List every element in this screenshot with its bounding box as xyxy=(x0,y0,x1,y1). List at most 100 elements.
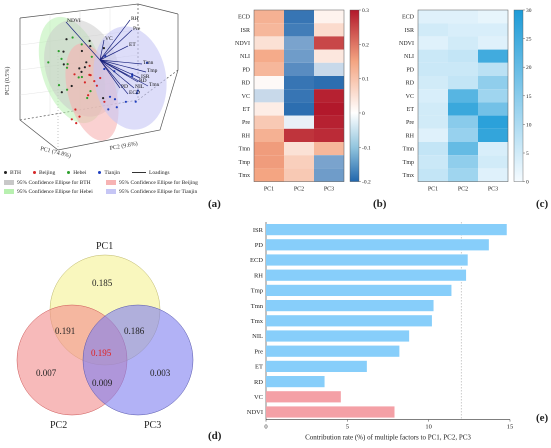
loading-label: Tmx xyxy=(149,82,160,88)
heatmap-cell xyxy=(254,62,284,76)
heatmap-cell xyxy=(448,62,478,76)
pca-point xyxy=(80,75,83,79)
pca-point xyxy=(77,76,80,79)
heatmap-cell xyxy=(418,10,448,24)
heatmap-cell xyxy=(448,128,478,142)
heatmap-cell xyxy=(254,168,284,182)
pca-point xyxy=(107,108,110,111)
pca-point xyxy=(71,36,74,39)
loading-arrow xyxy=(99,59,143,65)
bar xyxy=(266,300,434,312)
venn-set-pc2: PC2 xyxy=(50,420,67,431)
pca-point xyxy=(74,108,77,111)
bar xyxy=(266,376,325,388)
pca-point xyxy=(62,50,65,53)
loading-arrow xyxy=(99,59,121,89)
heatmap-cell xyxy=(284,128,314,142)
pca-point xyxy=(113,98,117,101)
panel-letter-c: (c) xyxy=(536,198,549,210)
ellipse-tianjin xyxy=(93,26,167,130)
bar-category-label: ISR xyxy=(253,227,264,234)
pca-point xyxy=(85,61,88,64)
loading-label: Pre xyxy=(133,26,141,32)
heatmap-cell xyxy=(478,155,508,169)
heatmap-cell xyxy=(418,76,448,90)
heatmap-col-label: PC1 xyxy=(428,187,438,193)
loading-label: ISR xyxy=(141,74,150,80)
bar-category-label: Tmp xyxy=(251,288,263,295)
colorbar-tick: -0.1 xyxy=(362,145,371,151)
heatmap-cell xyxy=(314,49,344,63)
heatmap-row-label: VC xyxy=(242,94,250,100)
loading-label: NDVI xyxy=(67,18,81,24)
pca-point xyxy=(102,97,105,100)
pca-point xyxy=(93,80,96,83)
pca-point xyxy=(78,67,81,70)
pca-point xyxy=(65,38,68,41)
pca-point xyxy=(103,100,106,103)
heatmap-row-label: ISR xyxy=(405,28,414,34)
heatmap-cell xyxy=(284,168,314,182)
loading-arrow xyxy=(99,59,149,87)
heatmap-cell xyxy=(478,168,508,182)
colorbar-tick: 30 xyxy=(526,8,532,14)
pca-point xyxy=(57,84,61,87)
heatmap-cell xyxy=(284,62,314,76)
pca-point xyxy=(80,43,83,46)
heatmap-row-label: ECD xyxy=(402,15,415,21)
heatmap-cell xyxy=(478,23,508,37)
heatmap-cell xyxy=(314,128,344,142)
colorbar-tick: -0.2 xyxy=(362,180,371,186)
pca-point xyxy=(66,88,69,91)
loading-label: Tmp xyxy=(147,68,158,74)
bar xyxy=(266,284,452,296)
heatmap-cell xyxy=(314,115,344,129)
bar xyxy=(266,406,395,418)
pca-point xyxy=(57,50,60,53)
heatmap-row-label: PD xyxy=(406,67,414,73)
venn-value-pc1-pc3: 0.186 xyxy=(124,326,145,336)
panel-letter-b: (b) xyxy=(373,198,387,210)
heatmap-row-label: Tmn xyxy=(403,147,414,153)
pca-point xyxy=(99,76,102,80)
venn-set-pc3: PC3 xyxy=(144,420,161,431)
heatmap-cell xyxy=(314,102,344,116)
pca-point xyxy=(88,39,91,43)
bar xyxy=(266,269,467,281)
heatmap-cell xyxy=(448,49,478,63)
colorbar-tick: 0.3 xyxy=(362,8,369,14)
heatmap-cell xyxy=(418,142,448,156)
pca-point xyxy=(95,84,98,87)
pca-point xyxy=(89,45,92,48)
heatmap-cell xyxy=(254,76,284,90)
bar-category-label: NDVI xyxy=(247,409,263,416)
heatmap-row-label: NLI xyxy=(240,54,250,60)
heatmap-cell xyxy=(254,128,284,142)
heatmap-row-label: Tmn xyxy=(239,147,250,153)
heatmap-row-label: ET xyxy=(243,107,251,113)
heatmap-cell xyxy=(448,76,478,90)
heatmap-cell xyxy=(284,10,314,24)
heatmap-cell xyxy=(478,128,508,142)
loading-arrow xyxy=(99,59,141,79)
heatmap-cell xyxy=(284,23,314,37)
x-axis-label: Contribution rate (%) of multiple factor… xyxy=(305,434,471,442)
heatmap-cell xyxy=(254,89,284,103)
bar-category-label: Tmn xyxy=(251,303,264,310)
heatmap-cell xyxy=(448,155,478,169)
heatmap-cell xyxy=(254,115,284,129)
bar xyxy=(266,330,410,342)
heatmap-cell xyxy=(478,49,508,63)
loading-label: Tmn xyxy=(143,60,154,66)
pca-point xyxy=(89,74,92,77)
heatmap-cell xyxy=(284,142,314,156)
x-tick-label: 5 xyxy=(346,424,349,431)
pca-point xyxy=(135,92,138,95)
heatmap-cell xyxy=(418,62,448,76)
heatmap-b: ECD ISR NDVI NLI PD RD VC ET Pre RH Tmn Tmp Tmx PC1 PC… xyxy=(235,8,371,193)
pca-point xyxy=(60,57,63,61)
pca-point xyxy=(66,63,69,66)
colorbar-tick: 20 xyxy=(526,65,532,71)
bar-category-label: Tmx xyxy=(251,318,264,325)
heatmap-cell xyxy=(418,168,448,182)
